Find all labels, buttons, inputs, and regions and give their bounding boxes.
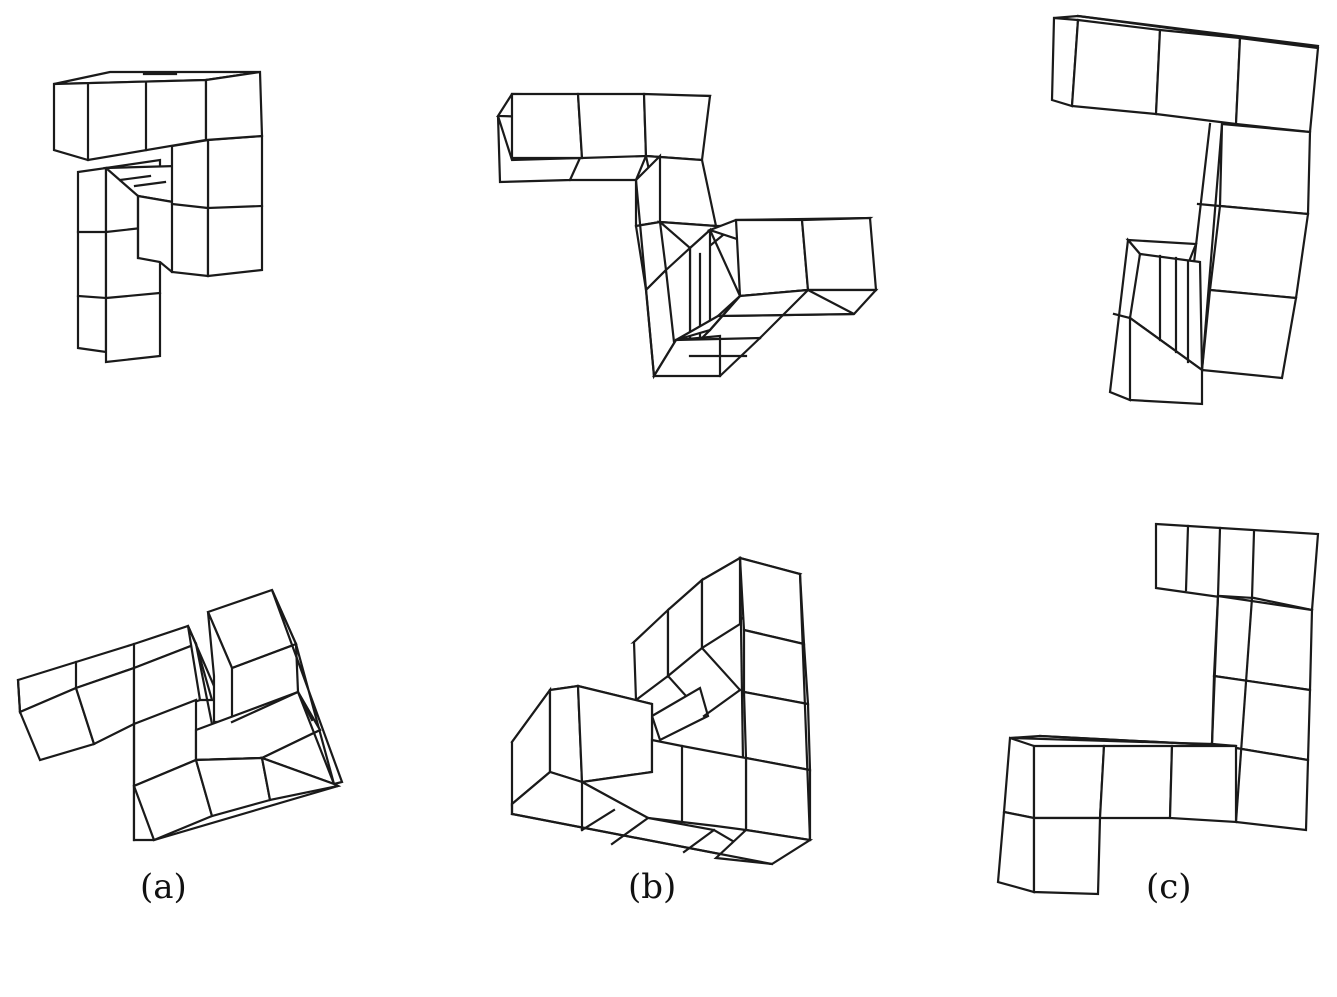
cube-figure-a-top [52, 70, 264, 364]
panel-label-c: (c) [1146, 867, 1192, 907]
cube-figure-b-top [496, 92, 879, 380]
panel-label-b: (b) [628, 867, 676, 907]
cube-figure-b-bottom [510, 556, 814, 866]
panel-label-a: (a) [140, 867, 187, 907]
cube-figure-c-bottom [996, 522, 1320, 896]
cube-figure-c-top [1050, 14, 1320, 406]
cube-figure-a-bottom [16, 588, 344, 842]
